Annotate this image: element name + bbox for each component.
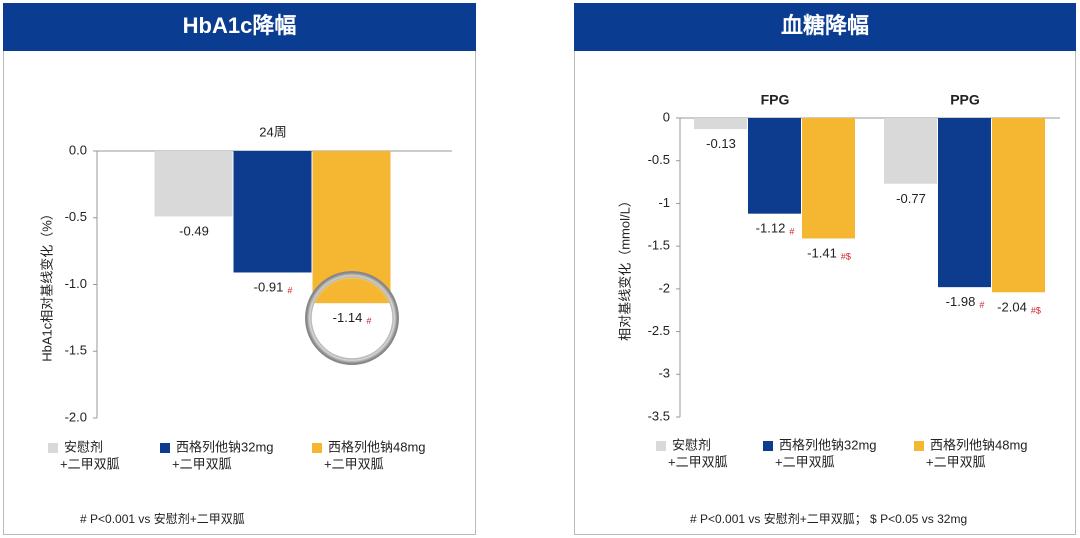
value-note: # (287, 286, 292, 296)
value-note: # (789, 227, 794, 237)
bar (233, 151, 312, 273)
legend-label: +二甲双胍 (60, 456, 120, 471)
legend-label: +二甲双胍 (324, 456, 384, 471)
bar (938, 118, 991, 288)
value-label: -0.77 (896, 191, 926, 206)
legend-swatch (763, 441, 773, 451)
legend-label: +二甲双胍 (668, 454, 728, 469)
legend-label: +二甲双胍 (775, 454, 835, 469)
legend-swatch (160, 443, 170, 453)
y-tick-label: -3.5 (648, 408, 670, 423)
value-text: -1.98 (946, 295, 976, 310)
value-label: -0.13 (706, 137, 736, 152)
value-text: -0.49 (179, 224, 209, 239)
y-tick-label: -2 (658, 280, 670, 295)
value-label: -0.91 # (254, 280, 293, 296)
value-note: #$ (1031, 306, 1041, 316)
y-axis-label: 相对基线变化（mmol/L） (617, 194, 632, 341)
value-text: -0.77 (896, 191, 926, 206)
legend-label: 安慰剂 (64, 439, 103, 454)
y-tick-label: -0.5 (648, 152, 670, 167)
y-tick-label: 0 (663, 109, 670, 124)
legend-swatch (48, 443, 58, 453)
y-tick-label: -2.0 (65, 409, 87, 424)
footnote: # P<0.001 vs 安慰剂+二甲双胍 (80, 511, 245, 526)
category-label: FPG (761, 92, 790, 108)
legend-label: 安慰剂 (672, 437, 711, 452)
legend-label: +二甲双胍 (172, 456, 232, 471)
value-label: -1.12 # (756, 221, 795, 237)
legend-label: 西格列他钠48mg (328, 439, 426, 454)
y-axis-label: HbA1c相对基线变化（%） (39, 207, 54, 362)
y-tick-label: -1 (658, 195, 670, 210)
bar (992, 118, 1045, 293)
chart-title: HbA1c降幅 (183, 13, 297, 38)
value-label: -1.98 # (946, 295, 985, 311)
value-label: -0.49 (179, 224, 209, 239)
bar (694, 118, 747, 130)
value-note: # (979, 301, 984, 311)
value-text: -2.04 (997, 300, 1027, 315)
panel-header (574, 3, 1076, 51)
category-label: 24周 (259, 124, 286, 139)
legend-label: 西格列他钠32mg (779, 437, 877, 452)
y-tick-label: -1.5 (65, 343, 87, 358)
bar (802, 118, 855, 239)
y-tick-label: -1.5 (648, 238, 670, 253)
legend-label: 西格列他钠32mg (176, 439, 274, 454)
chart-title: 血糖降幅 (781, 13, 869, 38)
y-tick-label: -2.5 (648, 323, 670, 338)
bar (748, 118, 801, 214)
value-text: -1.41 (807, 246, 837, 261)
value-text: -0.91 (254, 280, 284, 295)
legend-label: +二甲双胍 (926, 454, 986, 469)
category-label: PPG (950, 92, 980, 108)
magnifier-rim (310, 276, 394, 360)
value-note: #$ (841, 252, 851, 262)
legend-label: 西格列他钠48mg (930, 437, 1028, 452)
y-tick-label: -1.0 (65, 276, 87, 291)
value-text: -0.13 (706, 137, 736, 152)
value-text: -1.12 (756, 221, 786, 236)
value-label: -2.04 #$ (997, 300, 1041, 316)
legend-swatch (312, 443, 322, 453)
panel-header (3, 3, 476, 51)
y-tick-label: -3 (658, 366, 670, 381)
y-tick-label: -0.5 (65, 209, 87, 224)
legend-swatch (914, 441, 924, 451)
footnote: # P<0.001 vs 安慰剂+二甲双胍； $ P<0.05 vs 32mg (690, 511, 967, 526)
value-label: -1.41 #$ (807, 246, 851, 262)
y-tick-label: 0.0 (69, 142, 87, 157)
magnifier (305, 271, 399, 365)
bar (154, 151, 233, 217)
legend-swatch (656, 441, 666, 451)
bar (884, 118, 937, 184)
